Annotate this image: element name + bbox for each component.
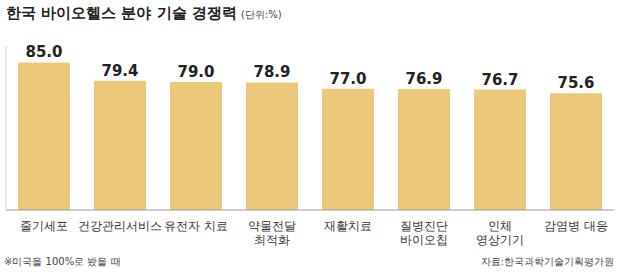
svg-text:77.0: 77.0 xyxy=(329,70,366,88)
svg-text:85.0: 85.0 xyxy=(25,43,62,61)
svg-text:약물전달: 약물전달 xyxy=(248,219,296,233)
svg-text:인체: 인체 xyxy=(488,219,512,233)
svg-text:유전자 치료: 유전자 치료 xyxy=(164,219,228,233)
svg-text:76.9: 76.9 xyxy=(405,70,442,88)
svg-text:영상기기: 영상기기 xyxy=(476,233,524,247)
html-text:※미국을 100%로 봤을 때: ※미국을 100%로 봤을 때 xyxy=(4,256,121,267)
svg-text:줄기세포: 줄기세포 xyxy=(20,219,68,233)
html-text:자료:한국과학기술기획평가원: 자료:한국과학기술기획평가원 xyxy=(480,256,614,267)
svg-text:질병진단: 질병진단 xyxy=(400,219,448,233)
svg-text:바이오칩: 바이오칩 xyxy=(400,233,448,247)
svg-text:78.9: 78.9 xyxy=(253,63,290,81)
svg-text:75.6: 75.6 xyxy=(557,74,594,92)
svg-text:76.7: 76.7 xyxy=(481,71,518,89)
html-text:한국 바이오헬스 분야 기술 경쟁력 (단위:%): 한국 바이오헬스 분야 기술 경쟁력 (단위:%) xyxy=(6,4,282,22)
svg-text:79.4: 79.4 xyxy=(101,62,138,80)
svg-text:감염병 대응: 감염병 대응 xyxy=(544,219,608,233)
svg-text:건강관리서비스: 건강관리서비스 xyxy=(78,219,162,233)
svg-text:최적화: 최적화 xyxy=(254,233,290,247)
svg-text:79.0: 79.0 xyxy=(177,63,214,81)
svg-text:재활치료: 재활치료 xyxy=(324,219,372,233)
